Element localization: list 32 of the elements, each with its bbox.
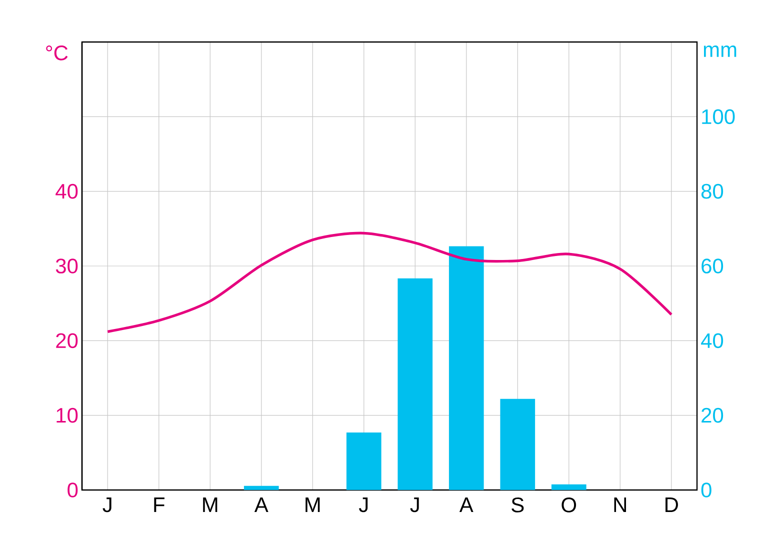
- bar: [346, 432, 382, 490]
- x-tick-label: A: [254, 498, 268, 512]
- line-series: [106, 232, 673, 334]
- x-tick-label: N: [614, 498, 626, 512]
- x-tick-label: M: [203, 498, 218, 512]
- bar: [244, 486, 279, 490]
- y2-tick-label: 20: [702, 408, 724, 423]
- y-tick-label: 30: [56, 258, 78, 274]
- x-tick-label: F: [154, 498, 164, 512]
- x-tick-label: S: [512, 498, 524, 512]
- x-tick-label: M: [306, 498, 320, 512]
- x-tick-label: O: [562, 498, 576, 512]
- x-tick-label: J: [102, 498, 112, 512]
- y2-axis-title: mm: [704, 46, 736, 57]
- y2-tick-label: 100: [702, 109, 735, 124]
- x-tick-label: J: [358, 498, 368, 512]
- y-tick-label: 0: [68, 482, 78, 498]
- y2-tick-label: 0: [701, 482, 712, 498]
- x-tick-label: A: [459, 498, 474, 512]
- bar: [448, 246, 484, 490]
- y-tick-label: 40: [56, 184, 78, 199]
- y2-tick-label: 40: [701, 333, 724, 348]
- y-tick-label: 20: [56, 333, 78, 348]
- x-tick-label: D: [666, 498, 678, 512]
- y-tick-label: 10: [56, 408, 78, 423]
- y2-tick-label: 60: [702, 258, 724, 274]
- bar: [398, 278, 433, 490]
- bar: [500, 398, 536, 490]
- x-tick-label: J: [410, 498, 419, 512]
- y-axis-title: °C: [46, 46, 68, 60]
- bar: [551, 484, 586, 490]
- y2-tick-label: 80: [701, 184, 724, 199]
